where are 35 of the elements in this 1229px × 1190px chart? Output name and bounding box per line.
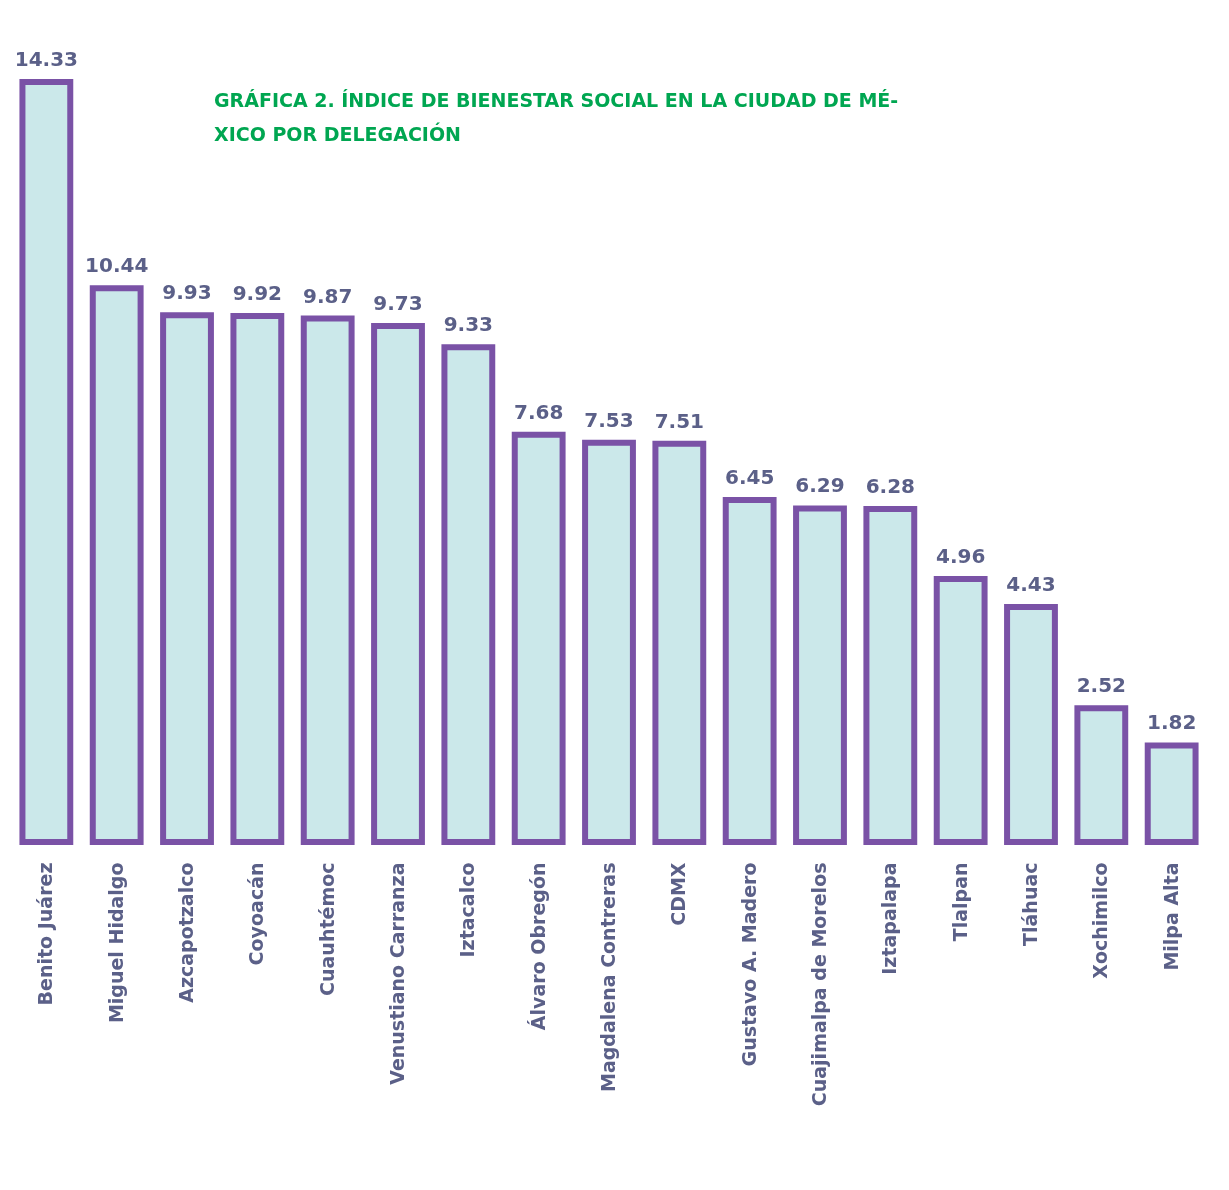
data-label: 4.43 <box>1006 572 1056 597</box>
x-tick-label: Tlalpan <box>948 862 971 942</box>
x-tick-label: Magdalena Contreras <box>597 862 619 1092</box>
data-label: 10.44 <box>85 253 149 278</box>
data-label: 1.82 <box>1146 710 1197 735</box>
x-tick-label: Azcapotzalco <box>175 862 198 1003</box>
x-tick-label: Iztacalco <box>456 862 479 958</box>
data-label: 9.73 <box>373 290 423 315</box>
data-label: 7.51 <box>654 408 705 433</box>
x-tick-label: Tláhuac <box>1018 862 1041 946</box>
data-label: 6.45 <box>724 464 775 489</box>
x-tick-label: Miguel Hidalgo <box>104 862 127 1024</box>
text: GRÁFICA 2. ÍNDICE DE BIENESTAR SOCIAL EN LA CIUDAD DE MÉ- XICO POR DELEGACIÓN <box>214 89 899 145</box>
data-label: 9.93 <box>162 280 212 305</box>
x-tick-label: Gustavo A. Madero <box>737 862 760 1067</box>
x-tick-label: Cuauhtémoc <box>315 862 338 996</box>
data-label: 9.33 <box>443 312 494 337</box>
x-tick-label: Milpa Alta <box>1159 862 1182 971</box>
x-tick-label: Xochimilco <box>1089 862 1112 979</box>
data-label: 7.53 <box>584 407 634 432</box>
data-label: 6.28 <box>865 473 915 498</box>
data-label: 9.87 <box>303 283 353 308</box>
data-label: 7.68 <box>513 399 564 424</box>
data-label: 14.33 <box>14 47 78 71</box>
x-tick-label: Iztapalapa <box>878 862 901 975</box>
x-tick-label: Benito Juárez <box>34 862 57 1006</box>
x-tick-label: Álvaro Obregón <box>526 862 549 1031</box>
x-tick-label: CDMX <box>667 862 690 926</box>
x-tick-label: Venustiano Carranza <box>386 862 409 1085</box>
x-tick-label: Coyoacán <box>245 862 268 966</box>
data-label: 2.52 <box>1076 673 1126 698</box>
data-label: 6.29 <box>795 473 845 498</box>
data-label: 4.96 <box>935 543 986 568</box>
data-label: 9.92 <box>232 280 283 305</box>
x-tick-label: Cuajimalpa de Morelos <box>807 862 830 1107</box>
